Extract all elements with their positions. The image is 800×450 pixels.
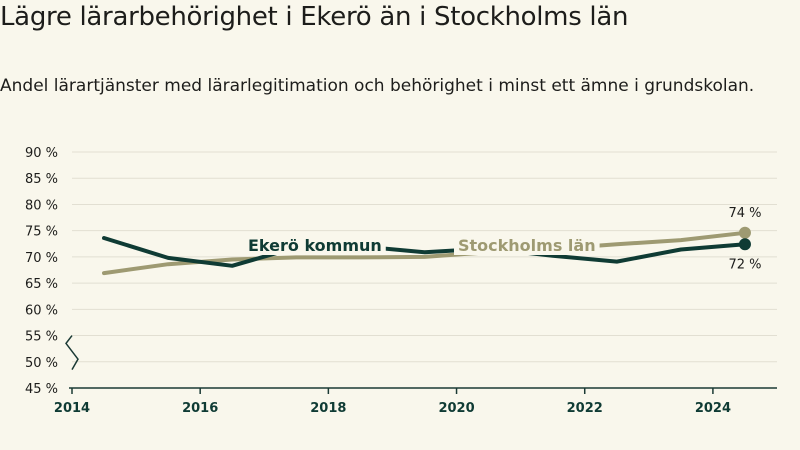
y-tick-label: 45 % — [25, 382, 58, 397]
series-lines — [102, 226, 751, 276]
x-axis: 2014 2016 2018 2020 2022 2024 — [54, 335, 777, 416]
stockholm-series-label-bg — [454, 236, 600, 255]
ekero-series-label-bg — [244, 236, 386, 255]
y-tick-label: 80 % — [25, 198, 58, 213]
y-tick-label: 60 % — [25, 303, 58, 318]
x-tick-label: 2022 — [567, 401, 603, 416]
chart-title: Lägre lärarbehörighet i Ekerö än i Stock… — [0, 2, 629, 32]
ekero-end-value: 72 % — [728, 257, 761, 272]
series-labels: Ekerö kommun Stockholms län 74 % 72 % — [244, 206, 761, 272]
axis-break-icon — [65, 335, 79, 371]
y-tick-label: 65 % — [25, 277, 58, 292]
stockholm-end-value: 74 % — [728, 206, 761, 221]
stockholm-end-dot — [738, 226, 751, 239]
x-tick-label: 2016 — [182, 401, 218, 416]
ekero-series-label: Ekerö kommun — [248, 236, 382, 255]
chart-subtitle: Andel lärartjänster med lärarlegitimatio… — [0, 76, 755, 96]
stockholm-series-label-group: Stockholms län — [454, 236, 600, 255]
y-tick-label: 55 % — [25, 330, 58, 345]
y-tick-label: 70 % — [25, 251, 58, 266]
stockholm-line — [102, 230, 747, 276]
y-axis-ticks: 45 % 50 % 55 % 60 % 65 % 70 % 75 % 80 % 85 % 90 % — [25, 146, 58, 397]
y-tick-label: 50 % — [25, 356, 58, 371]
grid-lines — [72, 151, 777, 363]
ekero-series-label-group: Ekerö kommun — [244, 236, 386, 255]
x-tick-label: 2024 — [695, 401, 731, 416]
stockholm-series-label: Stockholms län — [458, 236, 596, 255]
y-tick-label: 75 % — [25, 225, 58, 240]
x-tick-label: 2018 — [310, 401, 346, 416]
x-tick-label: 2014 — [54, 401, 90, 416]
y-tick-label: 90 % — [25, 146, 58, 161]
x-tick-label: 2020 — [438, 401, 474, 416]
y-tick-label: 85 % — [25, 172, 58, 187]
ekero-line — [102, 236, 747, 268]
ekero-end-dot — [738, 238, 751, 251]
